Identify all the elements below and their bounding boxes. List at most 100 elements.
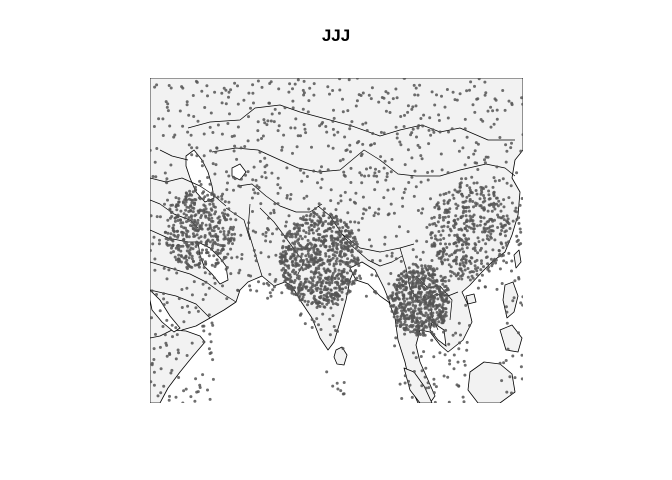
site-point: [404, 287, 408, 291]
site-point: [496, 204, 500, 208]
site-point: [342, 267, 346, 271]
site-point: [459, 267, 463, 271]
site-point: [229, 217, 233, 221]
site-point: [409, 307, 413, 311]
site-point: [439, 238, 442, 242]
site-point: [284, 245, 288, 249]
site-point: [469, 217, 473, 221]
site-point: [293, 250, 297, 254]
site-point: [368, 206, 371, 210]
site-point: [195, 80, 199, 84]
site-point: [414, 185, 418, 189]
site-point: [461, 243, 464, 247]
site-point: [438, 290, 442, 294]
site-point: [503, 108, 507, 112]
site-point: [175, 244, 179, 248]
site-point: [461, 200, 465, 204]
site-point: [196, 309, 200, 313]
site-point: [420, 264, 424, 268]
site-point: [183, 241, 187, 244]
site-point: [435, 311, 439, 314]
site-point: [467, 194, 471, 197]
site-point: [508, 375, 512, 379]
site-point: [437, 207, 440, 211]
site-point: [318, 256, 322, 260]
site-point: [208, 182, 212, 186]
site-point: [451, 193, 455, 197]
site-point: [190, 201, 194, 205]
site-point: [177, 297, 181, 301]
site-point: [336, 237, 340, 241]
site-point: [198, 255, 202, 259]
site-point: [300, 266, 304, 270]
site-point: [347, 78, 351, 82]
site-point: [399, 286, 402, 290]
site-point: [394, 87, 398, 91]
site-point: [482, 206, 486, 210]
site-point: [455, 190, 459, 194]
site-point: [507, 240, 511, 244]
site-point: [433, 205, 437, 209]
site-point: [204, 223, 208, 227]
site-point: [302, 259, 305, 262]
site-point: [444, 314, 448, 318]
site-point: [406, 110, 410, 114]
site-point: [513, 376, 517, 380]
site-point: [322, 293, 326, 297]
site-point: [483, 285, 487, 289]
site-point: [292, 253, 296, 257]
site-point: [504, 143, 508, 147]
sri-lanka: [333, 346, 348, 366]
site-point: [210, 193, 214, 196]
site-point: [382, 96, 386, 100]
site-point: [461, 194, 465, 198]
site-point: [307, 255, 311, 258]
site-point: [464, 227, 467, 231]
site-point: [298, 223, 302, 227]
site-point: [257, 280, 260, 284]
site-point: [306, 303, 309, 307]
site-point: [317, 238, 321, 242]
site-point: [475, 181, 479, 185]
site-point: [413, 309, 417, 313]
site-point: [498, 361, 502, 365]
site-point: [188, 248, 192, 252]
site-point: [223, 235, 227, 239]
site-point: [342, 381, 346, 384]
site-point: [476, 266, 480, 270]
site-point: [428, 317, 432, 321]
site-point: [454, 202, 458, 206]
site-point: [430, 216, 434, 220]
site-point: [330, 276, 334, 279]
site-point: [468, 278, 472, 282]
site-point: [419, 293, 423, 296]
site-point: [452, 353, 456, 357]
site-point: [153, 257, 157, 261]
site-point: [489, 257, 493, 261]
site-point: [330, 296, 334, 300]
site-point: [180, 306, 184, 309]
site-point: [403, 320, 407, 324]
site-point: [301, 224, 304, 227]
site-point: [316, 304, 320, 308]
site-point: [155, 293, 158, 296]
site-point: [510, 141, 513, 145]
site-point: [433, 222, 437, 225]
site-point: [476, 97, 480, 101]
site-point: [342, 392, 346, 396]
site-point: [499, 232, 503, 236]
site-point: [445, 296, 449, 300]
site-point: [520, 377, 523, 381]
site-point: [406, 307, 410, 311]
site-point: [427, 264, 430, 268]
site-point: [335, 246, 339, 250]
site-point: [317, 271, 321, 275]
site-point: [485, 234, 489, 238]
site-point: [319, 287, 323, 291]
site-point: [427, 128, 431, 132]
site-point: [268, 101, 271, 105]
site-point: [190, 341, 194, 345]
site-point: [471, 103, 475, 107]
site-point: [190, 146, 194, 150]
site-point: [314, 222, 317, 226]
